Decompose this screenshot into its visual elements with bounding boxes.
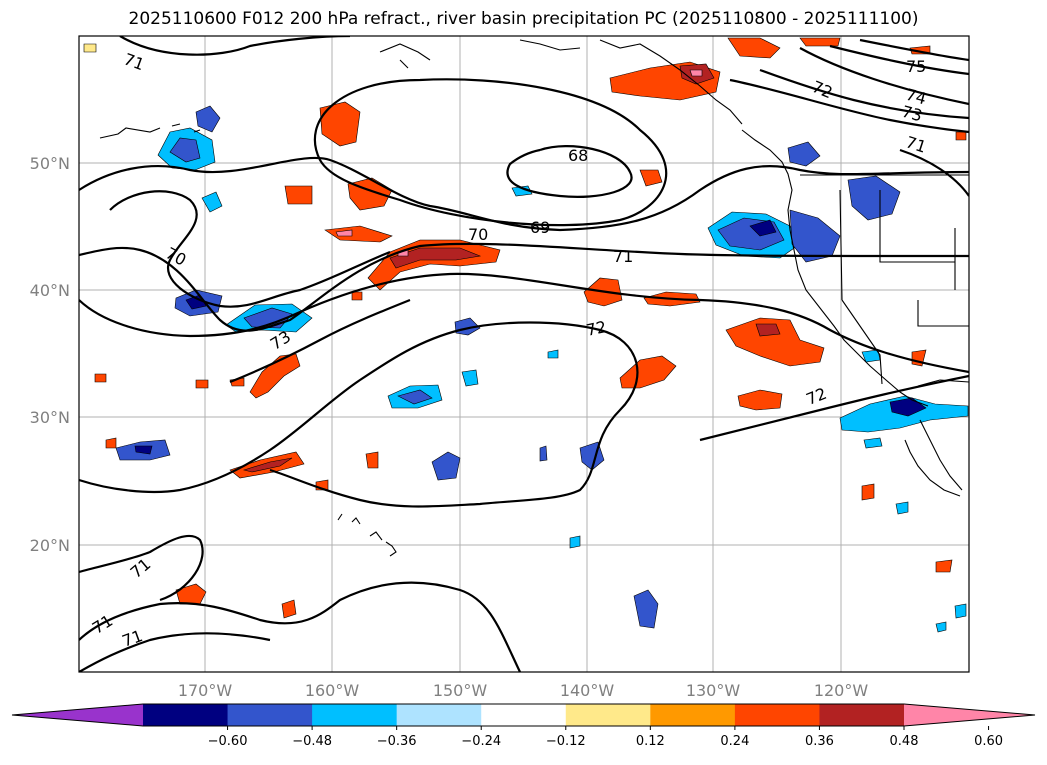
colorbar-outline [11, 703, 1036, 727]
colorbar-tick-label: −0.12 [546, 734, 586, 749]
contour-label: 69 [530, 218, 550, 237]
coastlines [99, 39, 969, 557]
map-frame [78, 35, 970, 673]
colorbar-segment [143, 704, 229, 726]
colorbar-tick-label: 0.48 [890, 734, 919, 749]
colorbar-tick-label: −0.60 [208, 734, 248, 749]
gridlines [79, 36, 969, 672]
colorbar-tick-label: 0.12 [636, 734, 665, 749]
contour-label: 72 [809, 77, 835, 102]
contour-label: 71 [89, 611, 116, 638]
lat-label: 20°N [30, 536, 70, 555]
colorbar: −0.60 −0.48 −0.36 −0.24 −0.12 0.12 0.24 0.36 0.4… [11, 703, 1036, 749]
colorbar-tick-label: −0.36 [377, 734, 417, 749]
colorbar-segment [650, 704, 736, 726]
colorbar-extend-low [12, 704, 143, 726]
map-area: 71 75 72 74 73 71 68 69 70 70 71 72 73 7… [79, 36, 969, 672]
colorbar-tick-label: −0.48 [292, 734, 332, 749]
contour-label: 72 [803, 384, 829, 409]
colorbar-segment [312, 704, 398, 726]
lon-label: 120°W [814, 681, 869, 700]
contour-label: 71 [613, 247, 633, 266]
contour-label: 68 [568, 146, 588, 165]
lat-label: 40°N [30, 281, 70, 300]
colorbar-segment [819, 704, 905, 726]
lon-label: 170°W [178, 681, 233, 700]
colorbar-tick-label: −0.24 [461, 734, 501, 749]
lon-label: 140°W [560, 681, 615, 700]
positive-anomaly-areas [83, 37, 967, 619]
lat-label: 50°N [30, 154, 70, 173]
colorbar-tick-label: 0.24 [720, 734, 749, 749]
colorbar-tick-label: 0.60 [974, 734, 1003, 749]
colorbar-tick-label: 0.36 [805, 734, 834, 749]
colorbar-segment [227, 704, 313, 726]
contour-label: 71 [121, 49, 147, 74]
longitude-labels: 170°W 160°W 150°W 140°W 130°W 120°W [178, 681, 869, 700]
lon-label: 130°W [686, 681, 741, 700]
refractivity-contours [79, 36, 969, 672]
colorbar-segment [734, 704, 820, 726]
lat-label: 30°N [30, 408, 70, 427]
colorbar-segment [565, 704, 651, 726]
contour-label: 73 [900, 102, 925, 126]
colorbar-segment [481, 704, 567, 726]
lon-label: 160°W [305, 681, 360, 700]
contour-label: 75 [906, 57, 926, 76]
contour-label: 74 [904, 85, 929, 109]
contour-label: 70 [468, 225, 488, 244]
contour-label: 72 [584, 317, 608, 340]
negative-anomaly-areas [115, 105, 969, 633]
colorbar-extend-high [904, 704, 1035, 726]
lon-label: 150°W [433, 681, 488, 700]
latitude-labels: 50°N 40°N 30°N 20°N [30, 154, 70, 555]
contour-label: 71 [120, 626, 146, 651]
contour-label: 70 [162, 243, 189, 269]
map-title: 2025110600 F012 200 hPa refract., river … [128, 9, 919, 29]
colorbar-segment [396, 704, 482, 726]
